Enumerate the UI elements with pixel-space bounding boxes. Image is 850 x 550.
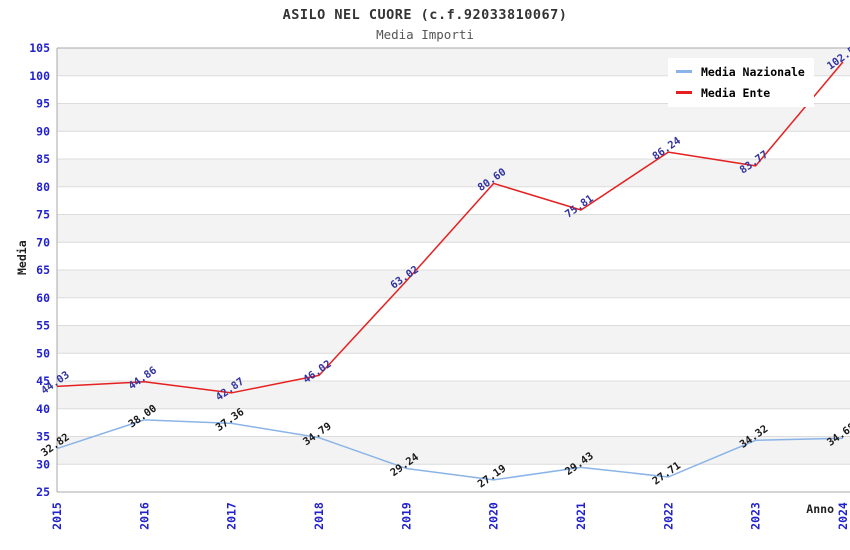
y-tick-label: 55 [36, 319, 50, 333]
legend: Media Nazionale Media Ente [668, 58, 814, 107]
x-tick-label: 2015 [50, 502, 64, 530]
y-tick-label: 45 [36, 374, 50, 388]
y-tick-label: 65 [36, 263, 50, 277]
y-tick-label: 100 [29, 69, 50, 83]
y-tick-label: 105 [29, 41, 50, 55]
chart-subtitle: Media Importi [376, 27, 474, 42]
x-tick-label: 2018 [312, 502, 326, 530]
y-axis-title: Media [15, 240, 29, 275]
legend-line-swatch-icon [676, 91, 692, 94]
x-tick-label: 2021 [574, 502, 588, 530]
series-line-media-ente [56, 61, 844, 394]
y-tick-label: 90 [36, 124, 50, 138]
x-tick-labels: 2015 2016 2017 2018 2019 2020 2021 2022 2023 2024 [50, 502, 850, 530]
legend-item-label: Media Nazionale [701, 64, 805, 79]
y-tick-label: 75 [36, 208, 50, 222]
y-tick-label: 35 [36, 430, 50, 444]
legend-item-media-nazionale: Media Nazionale [668, 61, 814, 82]
legend-item-label: Media Ente [701, 85, 771, 100]
y-tick-label: 30 [36, 457, 50, 471]
y-tick-labels: 25 30 35 40 45 50 55 60 65 70 75 80 85 90 95 100 105 [29, 41, 50, 499]
x-tick-label: 2019 [399, 502, 413, 530]
y-tick-label: 85 [36, 152, 50, 166]
chart-title: ASILO NEL CUORE (c.f.92033810067) [282, 7, 568, 23]
x-tick-label: 2020 [487, 502, 501, 530]
series-line-media-nazionale [56, 419, 844, 481]
plot-frame [56, 47, 850, 493]
x-tick-label: 2023 [749, 502, 763, 530]
data-label: 37.36 [214, 406, 247, 434]
y-tick-label: 50 [36, 346, 50, 360]
x-axis-title: Anno [806, 502, 834, 516]
grid-bands [57, 48, 850, 465]
data-label: 27.19 [476, 462, 509, 490]
y-tick-label: 60 [36, 291, 50, 305]
legend-item-media-ente: Media Ente [668, 82, 814, 103]
x-tick-label: 2022 [661, 502, 675, 530]
y-tick-label: 80 [36, 180, 50, 194]
y-tick-label: 70 [36, 235, 50, 249]
x-tick-label: 2024 [836, 502, 850, 530]
y-tick-label: 25 [36, 485, 50, 499]
y-tick-label: 95 [36, 97, 50, 111]
x-tick-label: 2017 [225, 502, 239, 530]
y-tick-label: 40 [36, 402, 50, 416]
x-tick-label: 2016 [137, 502, 151, 530]
legend-line-swatch-icon [676, 70, 692, 73]
